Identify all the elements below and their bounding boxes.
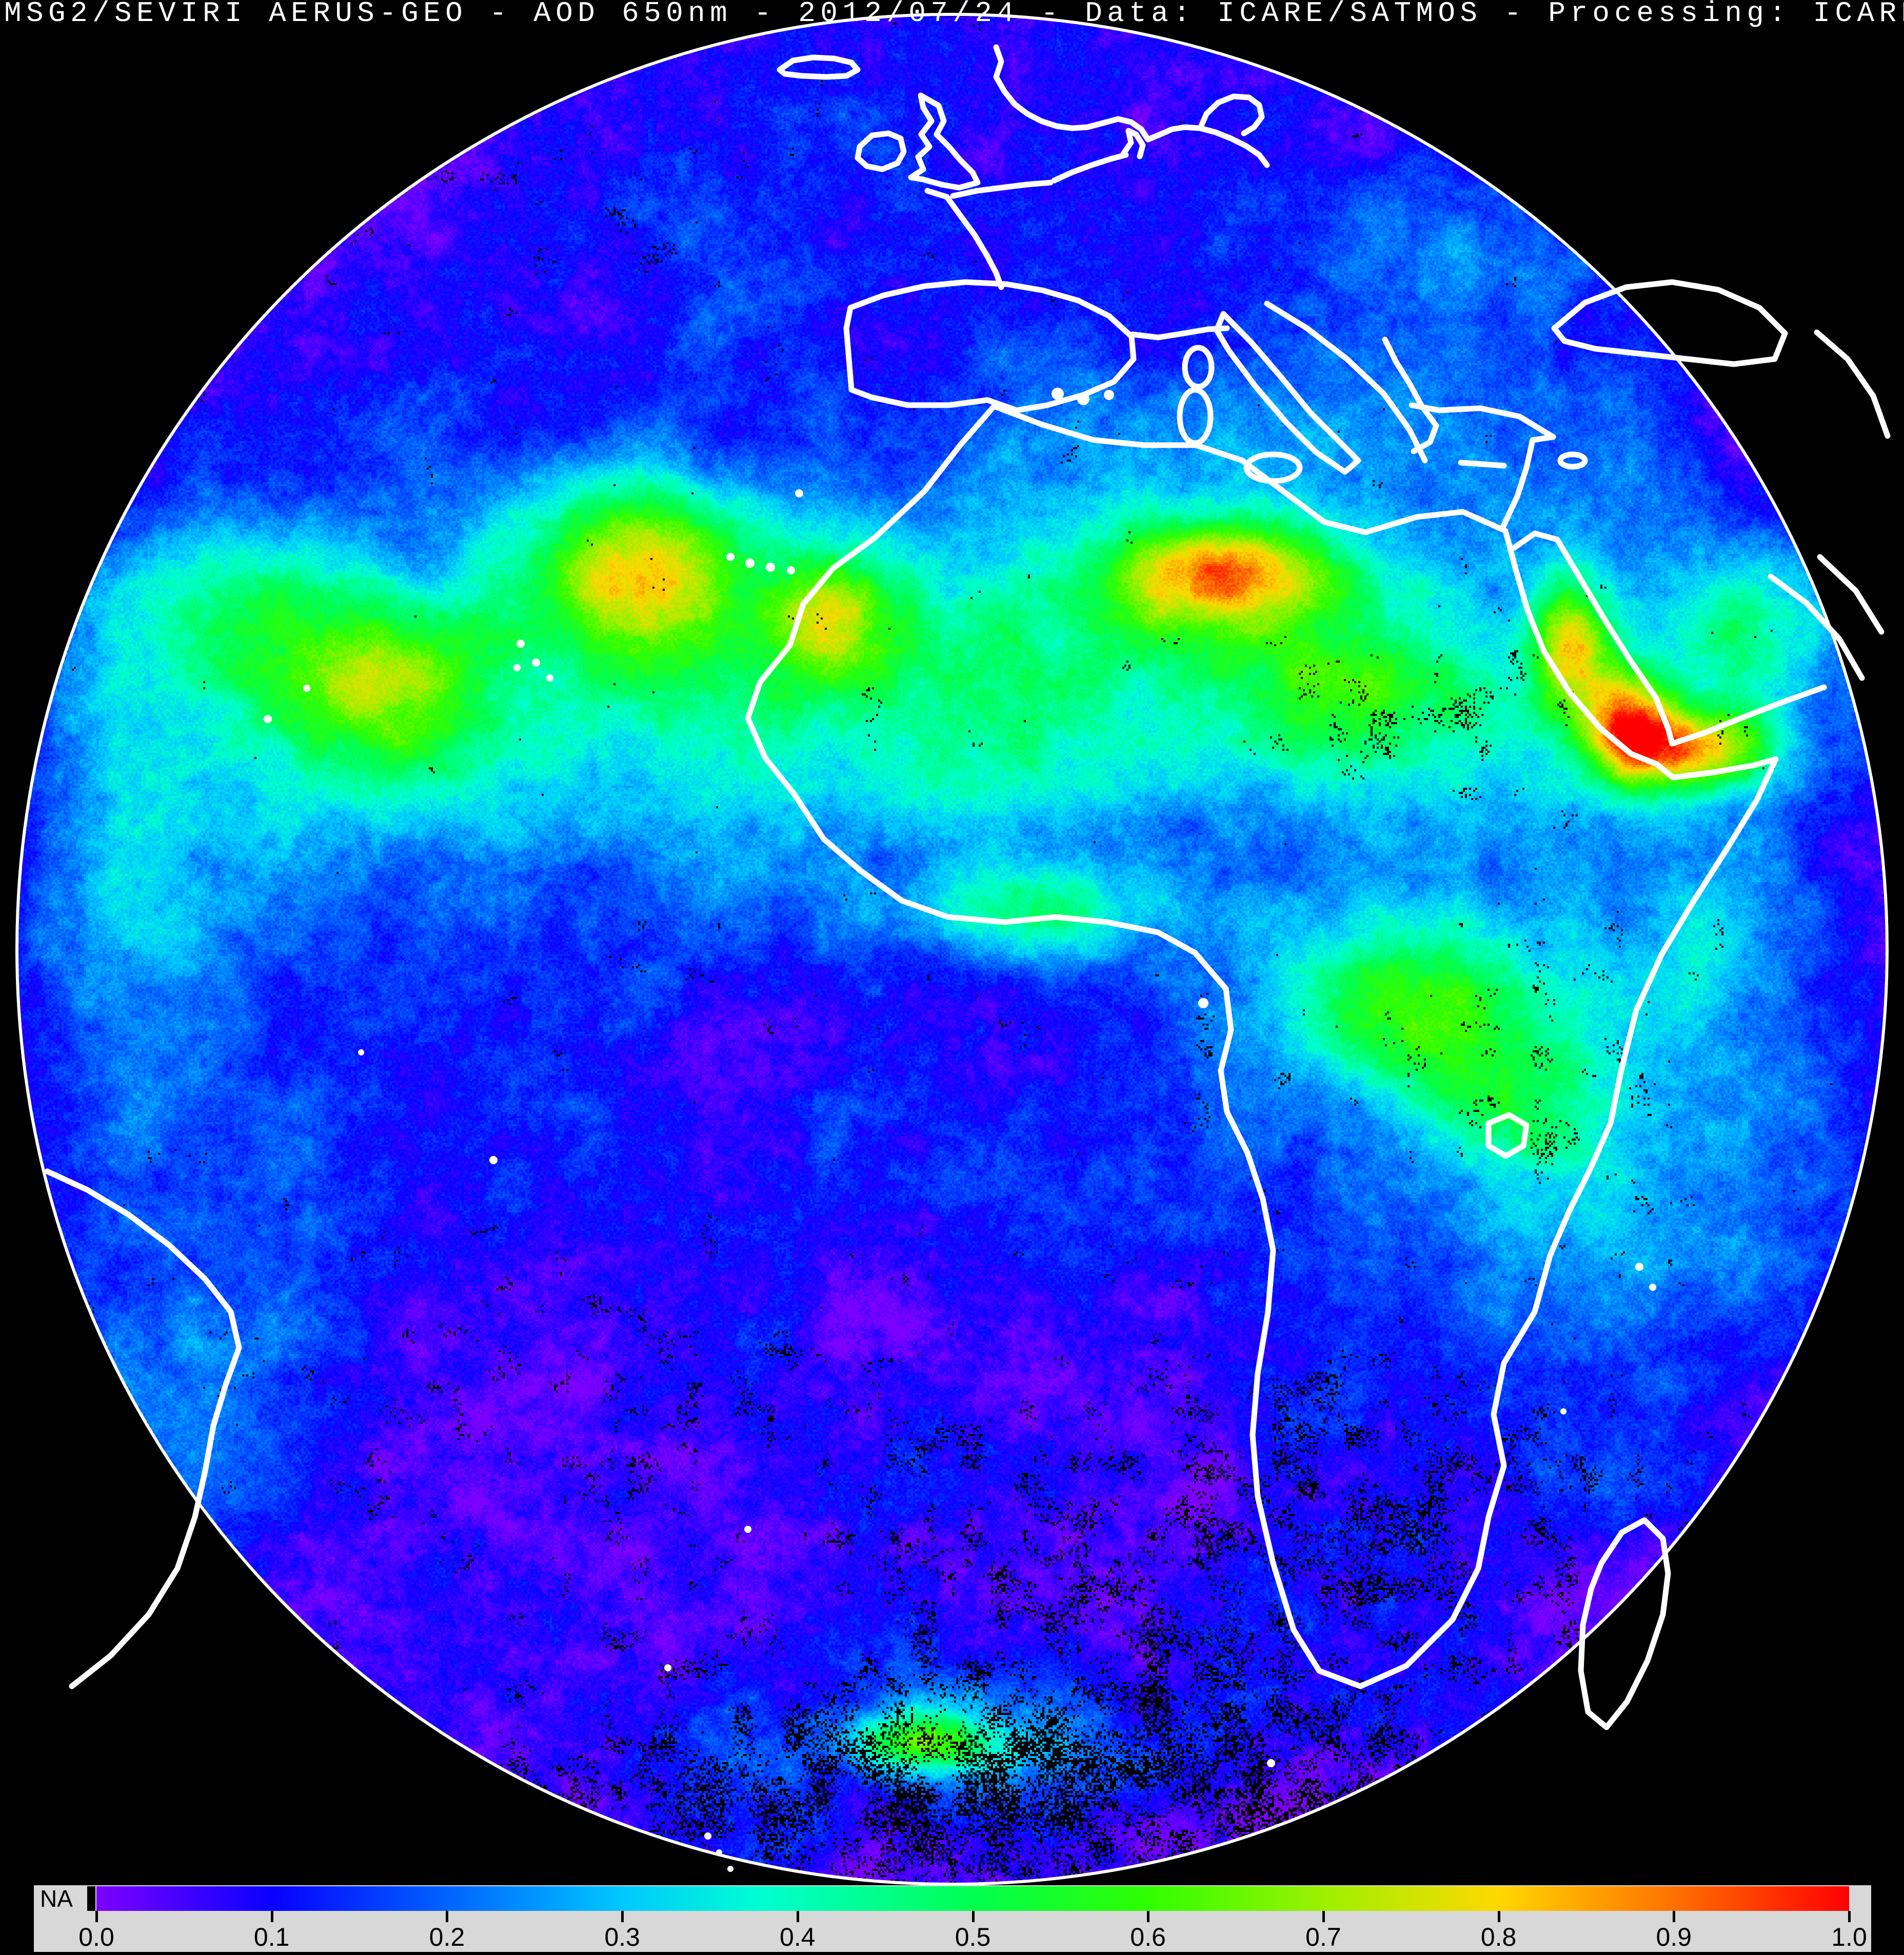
colorbar-tick-label: 0.6 <box>1130 1923 1166 1951</box>
coastline-france-west <box>924 188 1004 290</box>
coastline-iberia <box>843 279 1137 413</box>
coastline-madagascar <box>1578 1517 1671 1730</box>
cloud-speck <box>744 1526 751 1533</box>
coastline-black-sea <box>1551 279 1788 367</box>
island-dot-cape-verde-island <box>513 664 521 671</box>
island-outline-sardinia <box>1177 387 1214 446</box>
island-dot-canary-island <box>787 566 795 574</box>
colorbar-tick-mark <box>270 1911 273 1922</box>
coastline-german-coast <box>1051 152 1129 184</box>
colorbar-tick-label: 1.0 <box>1831 1923 1867 1951</box>
coastline-turkey-south <box>1409 402 1556 440</box>
cloud-speck <box>489 1156 498 1164</box>
cloud-speck <box>303 685 310 692</box>
island-dot-canary-island <box>726 553 735 561</box>
coastline-gulf-of-bothnia <box>1197 93 1265 136</box>
coastline-norway-coast <box>993 44 1151 143</box>
cloud-speck <box>264 715 272 723</box>
colorbar-tick-mark <box>971 1911 975 1922</box>
cloud-speck <box>1267 1759 1275 1767</box>
coastline-great-britain <box>908 92 981 191</box>
colorbar-tick-mark <box>1848 1911 1851 1922</box>
coastline-africa <box>745 403 1779 1689</box>
cloud-speck <box>716 1849 722 1856</box>
island-dot-cape-verde-island <box>532 659 540 667</box>
island-outline-cyprus <box>1557 451 1588 470</box>
coastline-denmark <box>1120 128 1146 159</box>
island-dot-balearic-island <box>1104 390 1114 400</box>
product-title: MSG2/SEVIRI AERUS-GEO - AOD 650nm - 2012… <box>4 0 1904 30</box>
coastline-persian-gulf-west <box>1768 573 1865 681</box>
coastline-south-america <box>44 1168 242 1689</box>
colorbar-gradient <box>96 1886 1849 1911</box>
cloud-speck <box>1635 1263 1643 1271</box>
colorbar-tick-mark <box>1497 1911 1500 1922</box>
colorbar-tick-mark <box>796 1911 799 1922</box>
island-dot-canary-island <box>766 563 775 572</box>
coastline-channel-france <box>950 179 1054 199</box>
colorbar-tick-mark <box>1322 1911 1325 1922</box>
island-outline-sicily <box>1243 451 1303 484</box>
cloud-speck <box>1560 1408 1566 1414</box>
coastline-crete <box>1458 460 1507 469</box>
coastline-balkan-coast <box>1264 301 1428 464</box>
colorbar-tick-label: 0.2 <box>429 1923 465 1951</box>
coastline-ireland <box>855 130 907 172</box>
island-outline-corsica <box>1182 345 1215 390</box>
coastline-italy <box>1214 311 1361 475</box>
island-dot-canary-island <box>745 558 755 568</box>
island-dot-balearic-island <box>1052 388 1064 400</box>
coastline-lake-victoria <box>1485 1112 1530 1159</box>
colorbar-tick-label: 0.5 <box>955 1923 991 1951</box>
colorbar-na-label: NA <box>40 1885 73 1912</box>
cloud-speck <box>704 1832 711 1840</box>
cloud-speck <box>358 1049 364 1055</box>
cloud-speck <box>664 1664 671 1671</box>
island-dot-balearic-island <box>1077 393 1089 405</box>
colorbar-tick-label: 0.1 <box>253 1923 290 1951</box>
colorbar-tick-label: 0.4 <box>780 1923 816 1951</box>
colorbar-tick-label: 0.9 <box>1656 1923 1692 1951</box>
coastline-arabia <box>1554 536 1827 747</box>
colorbar-na-swatch <box>87 1886 95 1911</box>
colorbar-tick-label: 0.3 <box>604 1923 640 1951</box>
coastline-persian-gulf-east <box>1817 554 1885 635</box>
colorbar-tick-label: 0.0 <box>78 1923 114 1951</box>
coastline-caspian <box>1814 329 1891 439</box>
cloud-speck <box>727 1866 733 1872</box>
colorbar: NA 0.0 0.1 0.2 0.3 0.4 0.5 0.6 0.7 0.8 0.9 1.0 <box>34 1885 1871 1952</box>
cloud-speck <box>1649 1284 1656 1291</box>
island-dot-madeira <box>795 489 803 497</box>
coastline-baltic-south <box>1145 124 1270 168</box>
colorbar-tick-mark <box>446 1911 449 1922</box>
colorbar-tick-label: 0.8 <box>1480 1923 1517 1951</box>
colorbar-tick-mark <box>1147 1911 1150 1922</box>
colorbar-tick-mark <box>1673 1911 1676 1922</box>
colorbar-tick-mark <box>95 1911 98 1922</box>
island-dot-bioko <box>1198 998 1208 1008</box>
coastline-iceland <box>777 54 861 80</box>
coastline-france-med <box>1129 325 1230 341</box>
coastline-sinai <box>1511 530 1560 551</box>
coastline-levant <box>1500 434 1556 530</box>
island-dot-cape-verde-island <box>546 674 553 682</box>
island-dot-cape-verde-island <box>517 640 525 648</box>
colorbar-tick-label: 0.7 <box>1305 1923 1341 1951</box>
earth-limb-circle <box>15 13 1889 1886</box>
colorbar-tick-mark <box>621 1911 624 1922</box>
